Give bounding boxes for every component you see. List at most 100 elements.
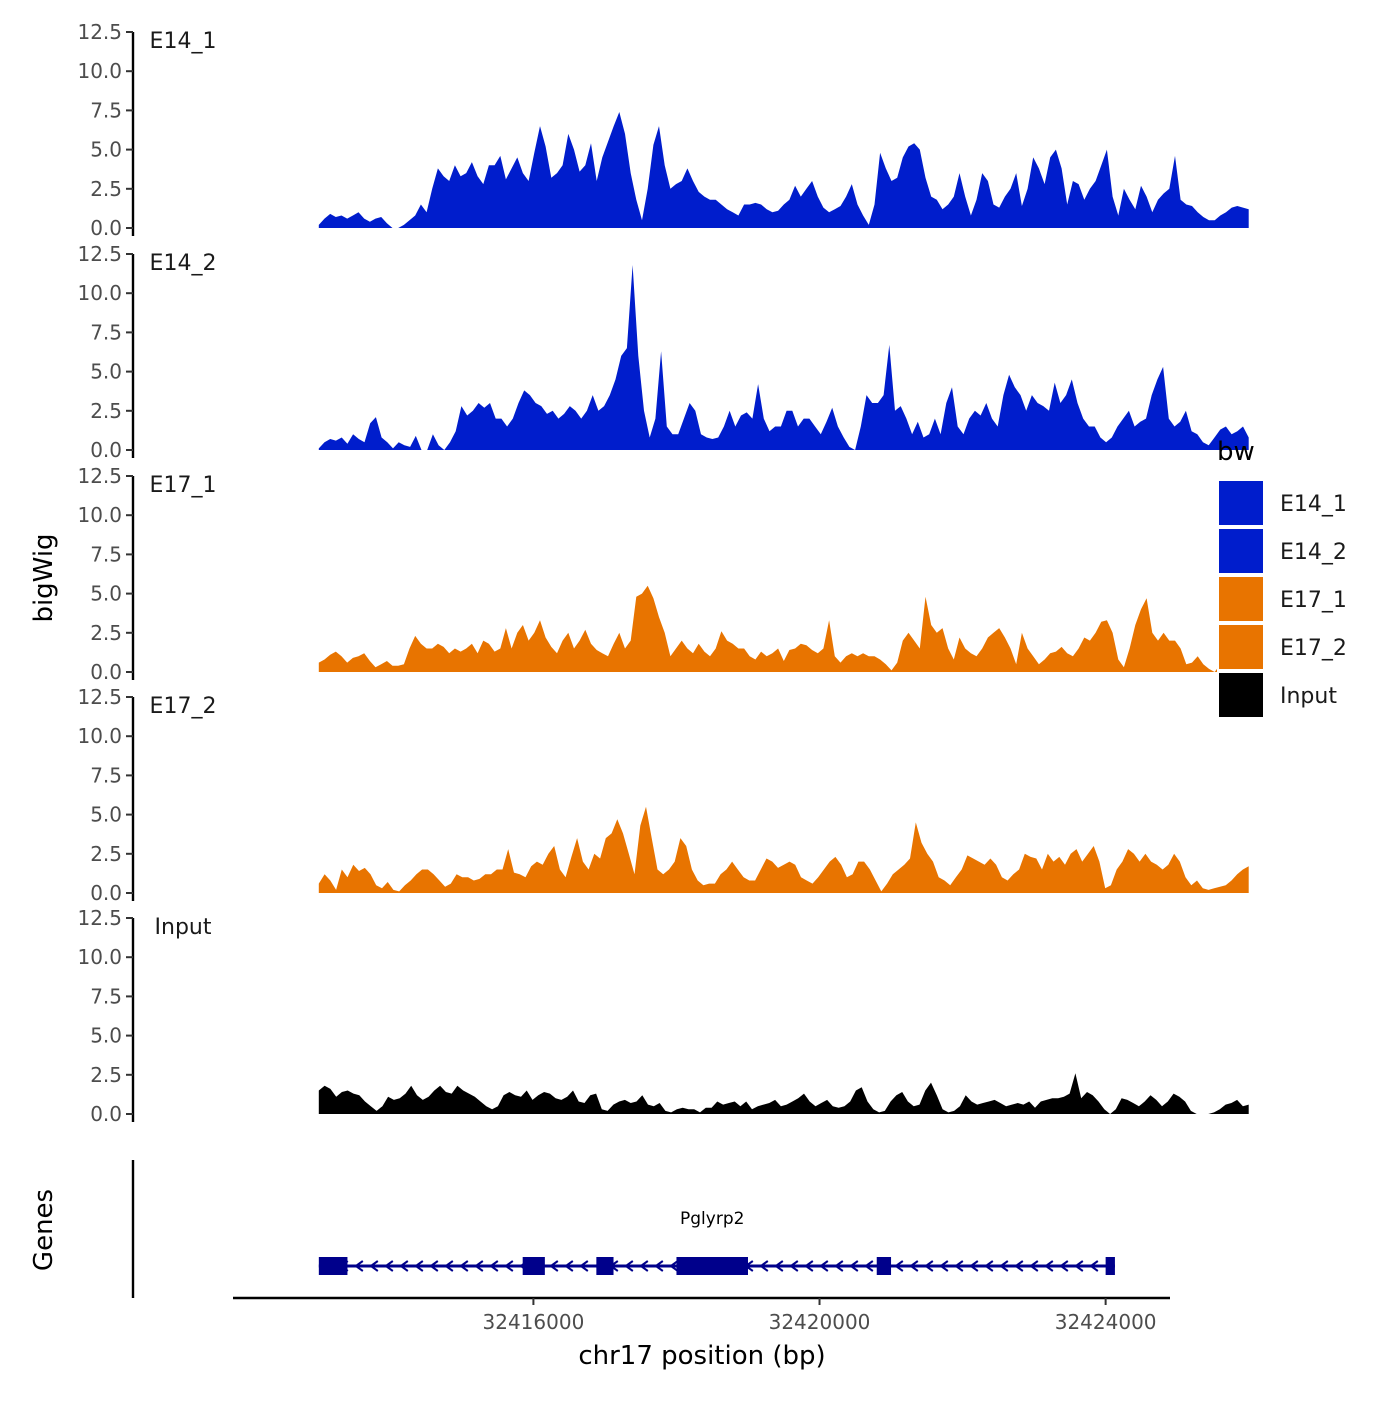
strand-chevron <box>969 1260 979 1272</box>
legend-swatch <box>1217 479 1265 527</box>
coverage-area <box>318 265 1249 450</box>
y-tick-label: 7.5 <box>90 984 122 1008</box>
strand-chevron <box>1089 1260 1099 1272</box>
y-tick-label: 2.5 <box>90 1063 122 1087</box>
strand-chevron <box>834 1260 844 1272</box>
strand-chevron <box>444 1260 454 1272</box>
strand-chevron <box>429 1260 439 1272</box>
legend-entry-label: Input <box>1280 684 1337 709</box>
strand-chevron <box>549 1260 559 1272</box>
genes-panel: Pglyrp2 <box>131 1160 1115 1298</box>
strand-chevron <box>894 1260 904 1272</box>
y-tick-label: 7.5 <box>90 763 122 787</box>
x-axis: 32416000 32420000 32424000 <box>233 1296 1170 1334</box>
track-e17-2: 0.0 2.5 5.0 7.5 10.0 12.5 E17_2 <box>77 685 1249 905</box>
y-axis-title: bigWig <box>29 533 59 622</box>
track-label: Input <box>155 915 212 940</box>
strand-chevron <box>789 1260 799 1272</box>
y-tick-label: 2.5 <box>90 399 122 423</box>
strand-chevron <box>369 1260 379 1272</box>
strand-chevron <box>354 1260 364 1272</box>
gene-name-label: Pglyrp2 <box>680 1209 744 1229</box>
legend: bw E14_1 E14_2 E17_1 E17_2 Input <box>1217 437 1347 719</box>
legend-swatch <box>1217 623 1265 671</box>
strand-chevron <box>669 1260 679 1272</box>
track-label: E14_2 <box>150 251 217 276</box>
strand-chevron <box>489 1260 499 1272</box>
legend-entry-label: E17_2 <box>1280 636 1347 661</box>
x-tick-label: 32424000 <box>1055 1310 1157 1334</box>
legend-entry-label: E14_2 <box>1280 540 1347 565</box>
strand-chevron <box>924 1260 934 1272</box>
track-label: E14_1 <box>150 29 217 54</box>
strand-chevron <box>1029 1260 1039 1272</box>
coverage-area <box>318 112 1249 228</box>
track-e17-1: 0.0 2.5 5.0 7.5 10.0 12.5 E17_1 <box>77 464 1249 684</box>
y-tick-label: 10.0 <box>77 59 122 83</box>
track-label: E17_1 <box>150 473 217 498</box>
strand-chevron <box>384 1260 394 1272</box>
y-tick-label: 5.0 <box>90 803 122 827</box>
y-tick-label: 2.5 <box>90 842 122 866</box>
strand-chevron <box>1059 1260 1069 1272</box>
y-tick-label: 10.0 <box>77 281 122 305</box>
x-axis-title: chr17 position (bp) <box>578 1341 825 1371</box>
y-tick-label: 5.0 <box>90 1024 122 1048</box>
legend-entry-label: E14_1 <box>1280 492 1347 517</box>
strand-chevron <box>759 1260 769 1272</box>
strand-chevron <box>399 1260 409 1272</box>
y-tick-label: 10.0 <box>77 724 122 748</box>
strand-chevron <box>1044 1260 1054 1272</box>
y-tick-label: 12.5 <box>77 685 122 709</box>
strand-chevron <box>564 1260 574 1272</box>
strand-chevron <box>849 1260 859 1272</box>
strand-chevron <box>459 1260 469 1272</box>
coverage-area <box>318 585 1249 672</box>
strand-chevron <box>624 1260 634 1272</box>
y-tick-label: 0.0 <box>90 881 122 905</box>
strand-chevron <box>414 1260 424 1272</box>
y-tick-label: 10.0 <box>77 945 122 969</box>
y-tick-label: 10.0 <box>77 503 122 527</box>
strand-chevron <box>474 1260 484 1272</box>
legend-swatch <box>1217 575 1265 623</box>
y-tick-label: 5.0 <box>90 582 122 606</box>
y-tick-label: 0.0 <box>90 660 122 684</box>
gene-exon <box>318 1257 348 1275</box>
y-tick-label: 2.5 <box>90 621 122 645</box>
legend-swatch <box>1217 527 1265 575</box>
y-tick-label: 7.5 <box>90 98 122 122</box>
coverage-area <box>318 806 1249 893</box>
legend-entry-label: E17_1 <box>1280 588 1347 613</box>
y-tick-label: 12.5 <box>77 906 122 930</box>
gene-exon <box>676 1257 748 1275</box>
y-tick-label: 0.0 <box>90 1102 122 1126</box>
y-tick-label: 0.0 <box>90 438 122 462</box>
strand-chevron <box>984 1260 994 1272</box>
legend-swatch <box>1217 671 1265 719</box>
strand-chevron <box>819 1260 829 1272</box>
y-tick-label: 7.5 <box>90 542 122 566</box>
strand-chevron <box>939 1260 949 1272</box>
legend-title: bw <box>1217 437 1255 467</box>
strand-chevron <box>654 1260 664 1272</box>
gene-exon <box>596 1257 614 1275</box>
gene-exon <box>522 1257 545 1275</box>
y-tick-label: 12.5 <box>77 242 122 266</box>
coverage-area <box>318 1073 1249 1114</box>
y-tick-label: 7.5 <box>90 320 122 344</box>
track-e14-2: 0.0 2.5 5.0 7.5 10.0 12.5 E14_2 <box>77 242 1249 462</box>
strand-chevron <box>804 1260 814 1272</box>
x-tick-label: 32420000 <box>769 1310 871 1334</box>
strand-chevron <box>774 1260 784 1272</box>
strand-chevron <box>909 1260 919 1272</box>
strand-chevron <box>1014 1260 1024 1272</box>
y-tick-label: 12.5 <box>77 20 122 44</box>
y-tick-label: 5.0 <box>90 360 122 384</box>
track-input: 0.0 2.5 5.0 7.5 10.0 12.5 Input <box>77 906 1249 1126</box>
track-label: E17_2 <box>150 694 217 719</box>
y-tick-label: 12.5 <box>77 464 122 488</box>
y-tick-label: 5.0 <box>90 138 122 162</box>
